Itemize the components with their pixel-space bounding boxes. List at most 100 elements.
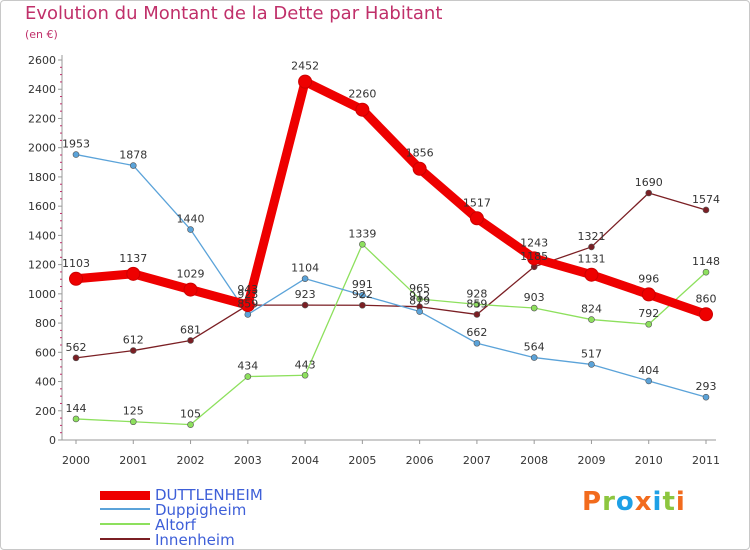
data-point [530, 304, 538, 312]
data-label: 1104 [291, 262, 319, 275]
data-point [301, 275, 309, 282]
data-label: 1103 [62, 257, 90, 270]
data-point [72, 415, 80, 423]
data-point [355, 102, 370, 117]
data-point [187, 421, 194, 428]
data-point [244, 311, 252, 318]
y-tick-label: 1800 [28, 171, 56, 184]
logo-letter: P [582, 487, 603, 517]
data-point [588, 316, 595, 323]
y-tick-label: 400 [35, 376, 56, 389]
data-label: 517 [581, 347, 602, 360]
data-point [359, 241, 366, 248]
data-labels: 562 612 681 923 923 922 912 859 1185 1321 1690 1574… [62, 60, 720, 421]
x-tick-label: 2002 [177, 454, 205, 467]
data-point [72, 151, 80, 158]
series-line-duttlenheim [71, 77, 711, 319]
data-point [359, 301, 366, 309]
data-point [187, 337, 194, 344]
data-point [645, 189, 653, 197]
data-label: 1440 [177, 213, 205, 226]
data-label: 1690 [635, 176, 663, 189]
data-point [416, 295, 423, 303]
data-point [473, 339, 481, 347]
data-label: 2452 [291, 60, 319, 73]
x-tick-label: 2001 [119, 454, 147, 467]
data-point [244, 373, 252, 380]
data-label: 1878 [119, 149, 147, 162]
data-point [72, 354, 80, 362]
data-point [301, 371, 309, 379]
x-tick-label: 2006 [406, 454, 434, 467]
data-label: 105 [180, 408, 201, 421]
legend-swatch [100, 491, 150, 500]
data-point [473, 301, 481, 308]
data-point [699, 307, 713, 322]
x-tick-label: 2003 [234, 454, 262, 467]
data-label: 996 [638, 272, 659, 285]
x-tick-label: 2000 [62, 454, 90, 467]
data-label: 928 [466, 287, 487, 300]
data-point [183, 282, 198, 297]
data-label: 991 [352, 278, 373, 291]
data-point [588, 361, 595, 368]
data-label: 662 [466, 326, 487, 339]
data-point [416, 308, 423, 315]
data-label: 912 [409, 290, 430, 303]
data-label: 965 [409, 282, 430, 295]
series-line-duppigheim [75, 153, 707, 398]
data-label: 2260 [348, 88, 376, 101]
data-point [129, 162, 137, 169]
data-label: 792 [638, 307, 659, 320]
data-point [359, 291, 366, 299]
legend-swatch [100, 523, 150, 525]
data-label: 879 [409, 295, 430, 308]
y-tick-label: 2200 [28, 112, 56, 125]
y-tick-label: 0 [49, 434, 56, 447]
data-point [412, 161, 427, 176]
data-label: 1339 [348, 227, 376, 240]
data-point [645, 320, 653, 328]
data-label: 681 [180, 323, 201, 336]
data-label: 144 [66, 402, 87, 415]
legend: DUTTLENHEIM Duppigheim Altorf Innenheim [100, 486, 400, 549]
legend-item-duppigheim: Duppigheim [100, 501, 400, 519]
data-label: 1243 [520, 236, 548, 249]
y-tick-label: 2400 [28, 83, 56, 96]
data-label: 1856 [406, 147, 434, 160]
logo-letter: x [634, 487, 653, 517]
y-tick-label: 800 [35, 317, 56, 330]
data-label: 1137 [119, 252, 147, 265]
y-tick-label: 1600 [28, 200, 56, 213]
y-tick-label: 2000 [28, 142, 56, 155]
y-tick-label: 600 [35, 346, 56, 359]
data-point [301, 301, 309, 309]
data-point [69, 271, 83, 286]
series-line-innenheim [75, 192, 707, 359]
x-tick-label: 2010 [635, 454, 663, 467]
legend-label: Duppigheim [155, 501, 247, 519]
data-label: 859 [237, 297, 258, 310]
data-label: 564 [524, 341, 545, 354]
data-point [129, 347, 137, 354]
data-label: 404 [638, 364, 659, 377]
data-point [298, 74, 313, 89]
data-label: 434 [237, 360, 258, 373]
legend-item-altorf: Altorf [100, 516, 400, 534]
data-point [702, 268, 710, 276]
data-label: 1517 [463, 196, 491, 209]
series-lines [69, 74, 713, 428]
data-label: 923 [295, 288, 316, 301]
chart-subtitle: (en €) [25, 28, 58, 41]
data-point [641, 287, 656, 302]
chart-title: Evolution du Montant de la Dette par Hab… [25, 3, 443, 24]
data-point [702, 206, 710, 214]
data-point [240, 298, 255, 313]
data-label: 859 [466, 297, 487, 310]
data-point [129, 418, 137, 426]
y-tick-label: 1000 [28, 288, 56, 301]
data-point [469, 211, 484, 226]
logo-letter: o [615, 487, 635, 517]
data-point [187, 226, 194, 233]
